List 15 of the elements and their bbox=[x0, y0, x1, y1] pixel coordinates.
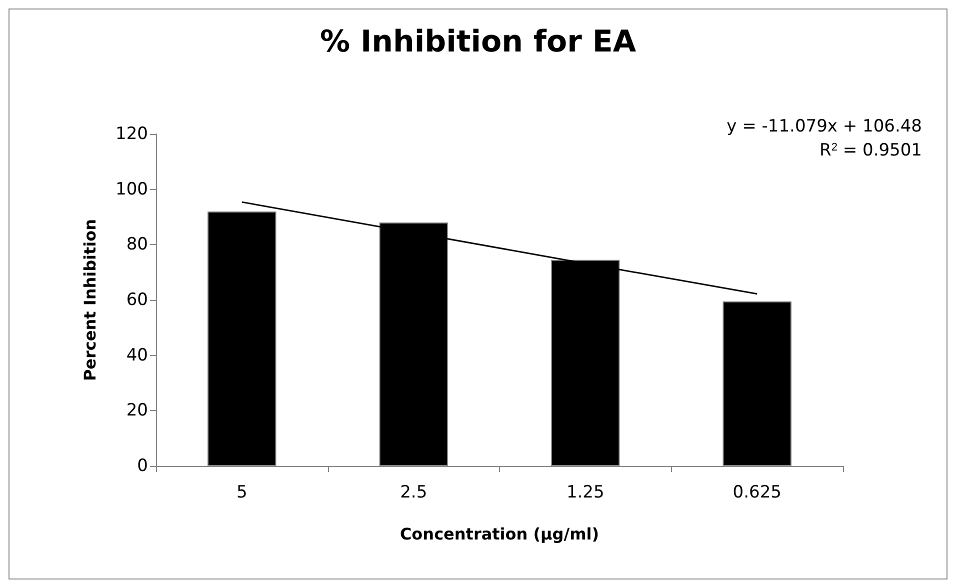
x-axis-title: Concentration (µg/ml) bbox=[400, 524, 600, 544]
x-tick-label: 2.5 bbox=[400, 482, 428, 502]
y-tick-label: 80 bbox=[126, 234, 148, 255]
x-tick-label: 1.25 bbox=[566, 482, 604, 502]
y-tick-label: 100 bbox=[116, 179, 148, 200]
x-tick-label: 0.625 bbox=[732, 482, 782, 502]
y-tick-label: 60 bbox=[126, 290, 148, 310]
annotation: y = -11.079x + 106.48 bbox=[726, 116, 922, 136]
y-tick-label: 20 bbox=[126, 400, 148, 421]
y-tick-label: 0 bbox=[137, 456, 148, 476]
y-tick-label: 120 bbox=[116, 124, 148, 144]
chart-title: % Inhibition for EA bbox=[320, 24, 637, 60]
y-tick-label: 40 bbox=[126, 345, 148, 366]
x-tick-label: 5 bbox=[236, 482, 248, 502]
y-axis-title: Percent Inhibition bbox=[80, 218, 100, 382]
